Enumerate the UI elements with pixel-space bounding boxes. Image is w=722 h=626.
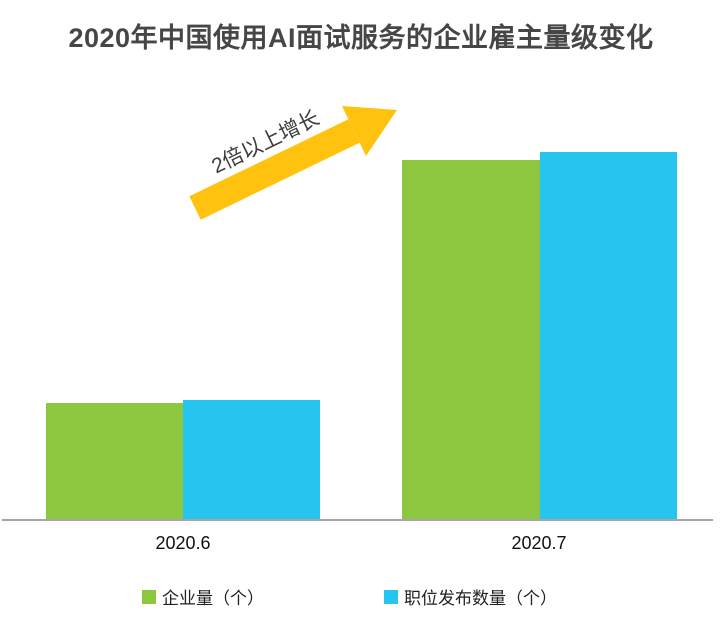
growth-arrow-icon [189,106,397,220]
legend-label-job-postings: 职位发布数量（个） [404,589,557,608]
plot-area [0,90,722,521]
chart-title: 2020年中国使用AI面试服务的企业雇主量级变化 [68,23,654,53]
legend-swatch-green-icon [142,589,156,604]
legend-item-job-postings: 职位发布数量（个） [384,584,557,609]
bar-group-2020-7 [402,152,677,520]
bar-企业量（个）-2020.6 [46,403,183,520]
legend-item-enterprises: 企业量（个） [142,584,264,609]
legend-label-enterprises: 企业量（个） [162,589,264,608]
bar-职位发布数量（个）-2020.6 [183,400,320,520]
legend-swatch-blue-icon [384,589,398,604]
x-axis-label-2020-6: 2020.6 [155,533,211,553]
bar-职位发布数量（个）-2020.7 [539,152,677,520]
x-axis-line [2,519,713,521]
bar-企业量（个）-2020.7 [402,160,540,520]
x-axis-label-2020-7: 2020.7 [511,533,567,553]
bar-group-2020-6 [46,400,320,520]
